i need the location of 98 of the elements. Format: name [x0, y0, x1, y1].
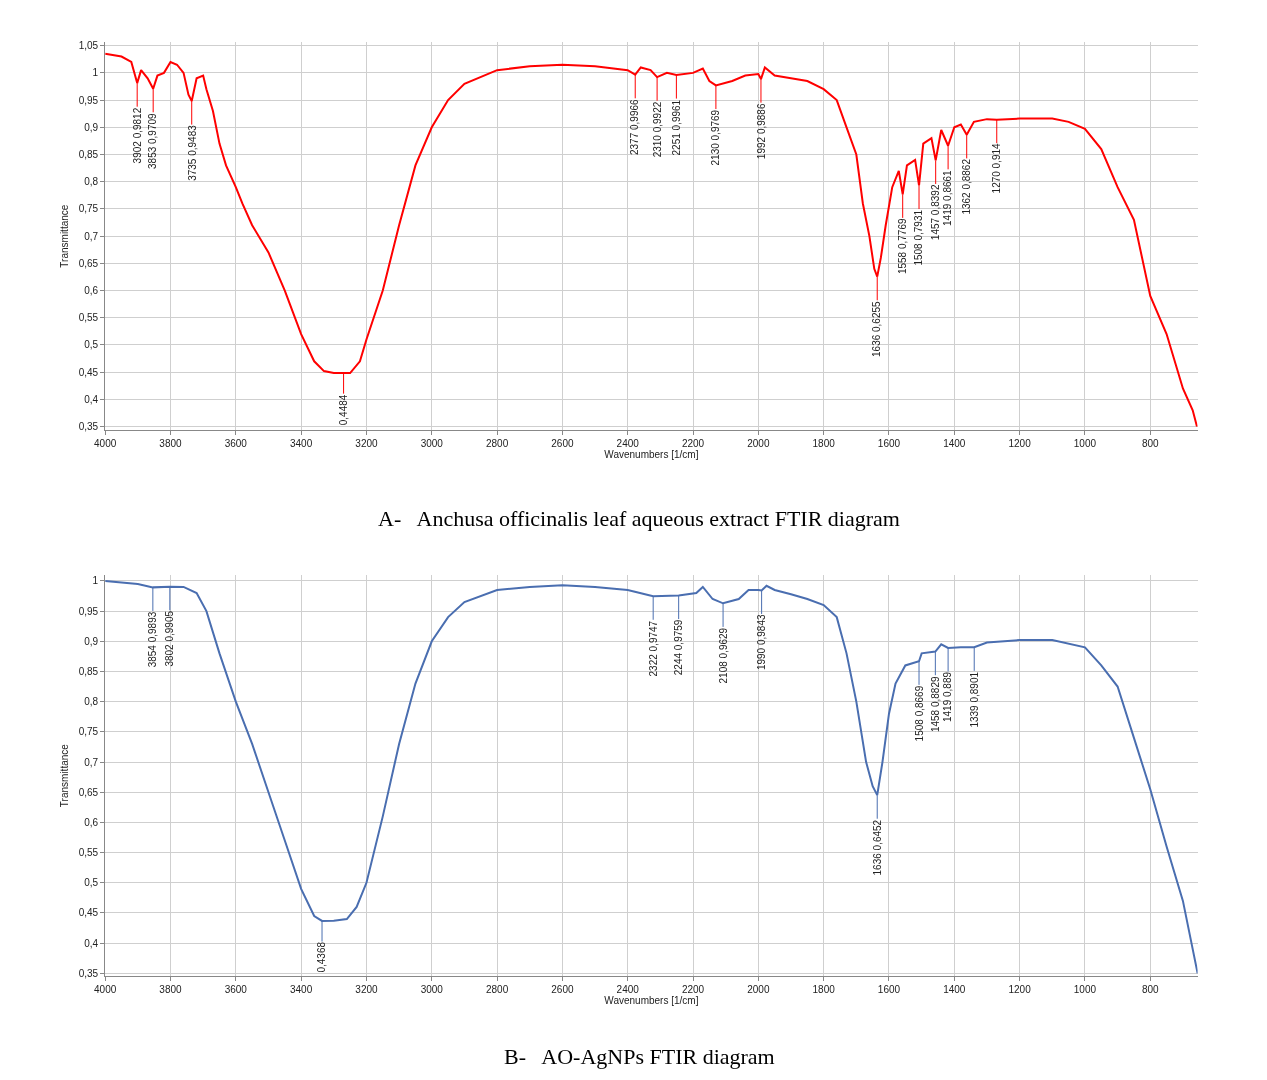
annotation: 1458 0,8829: [929, 676, 941, 733]
y-tick-label: 0,8: [84, 176, 99, 188]
x-tick-label: 2400: [616, 984, 640, 996]
annotation: 1270 0,914: [991, 142, 1003, 194]
x-tick-label: 1400: [943, 984, 966, 996]
x-tick-label: 2000: [747, 438, 770, 450]
y-tick-label: 0,6: [84, 816, 99, 828]
annotation: 1508 0,7931: [913, 209, 925, 266]
y-tick-label: 1: [92, 67, 99, 79]
annotation: 0,4484: [337, 394, 349, 426]
annotation: 1990 0,9843: [756, 614, 768, 671]
x-tick-label: 2400: [616, 438, 640, 450]
y-axis-title: Transmittance: [58, 743, 70, 808]
y-tick-label: 0,85: [78, 665, 99, 677]
annotation: 2244 0,9759: [673, 619, 685, 676]
x-tick-label: 1200: [1008, 984, 1032, 996]
y-tick-label: 0,55: [78, 312, 99, 324]
x-tick-label: 4000: [94, 438, 117, 450]
y-tick-label: 0,9: [84, 121, 99, 133]
y-tick-label: 1: [92, 575, 99, 587]
annotation: 1362 0,8862: [960, 158, 972, 215]
y-tick-label: 0,7: [84, 756, 99, 768]
x-tick-label: 2800: [485, 438, 509, 450]
annotation: 3853 0,9709: [147, 112, 159, 169]
x-tick-label: 1600: [877, 984, 901, 996]
y-tick-label: 0,95: [78, 94, 99, 106]
line-series: [105, 52, 1198, 428]
y-tick-label: 0,45: [78, 907, 99, 919]
annotation: 1508 0,8669: [913, 685, 925, 742]
x-tick-label: 3800: [159, 438, 183, 450]
y-tick-label: 0,75: [78, 203, 99, 215]
annotation: 2251 0,9961: [671, 99, 683, 156]
annotation: 1636 0,6255: [871, 300, 883, 357]
y-tick-label: 0,5: [84, 877, 99, 889]
x-tick-label: 3400: [290, 438, 313, 450]
y-tick-label: 1,05: [78, 40, 99, 52]
x-tick-label: 3000: [420, 984, 444, 996]
x-tick-label: 3400: [290, 984, 313, 996]
annotation: 1419 0,8661: [942, 169, 954, 226]
x-tick-label: 2600: [551, 984, 574, 996]
y-tick-label: 0,65: [78, 786, 99, 798]
x-tick-label: 1600: [877, 438, 901, 450]
x-tick-label: 2000: [747, 984, 770, 996]
x-tick-label: 2600: [551, 438, 574, 450]
y-tick-label: 0,7: [84, 230, 99, 242]
x-tick-label: 1800: [812, 984, 836, 996]
y-tick-label: 0,45: [78, 366, 99, 378]
x-axis-title: Wavenumbers [1/cm]: [604, 995, 699, 1007]
text: B- AO-AgNPs FTIR diagram: [504, 1044, 775, 1069]
y-tick-label: 0,55: [78, 847, 99, 859]
y-tick-label: 0,85: [78, 149, 99, 160]
annotation: 2310 0,9922: [651, 101, 663, 158]
annotation: 1339 0,8901: [968, 671, 980, 728]
x-tick-label: 800: [1141, 984, 1160, 996]
annotation: 0,4368: [316, 941, 328, 973]
y-tick-label: 0,65: [78, 257, 99, 269]
x-tick-label: 1200: [1008, 438, 1032, 450]
annotation: 1419 0,889: [942, 671, 954, 723]
annotation: 3854 0,9893: [147, 611, 159, 668]
x-tick-label: 3000: [420, 438, 444, 450]
annotation: 3802 0,9905: [164, 610, 176, 667]
x-axis-title: Wavenumbers [1/cm]: [604, 449, 699, 461]
x-tick-label: 800: [1141, 438, 1160, 450]
y-tick-label: 0,75: [78, 726, 99, 738]
annotation: 3735 0,9483: [186, 124, 198, 181]
x-tick-label: 3200: [355, 438, 378, 450]
annotation: 1558 0,7769: [897, 218, 909, 275]
y-tick-label: 0,4: [84, 393, 99, 405]
x-tick-label: 2800: [485, 984, 509, 996]
x-tick-label: 3200: [355, 984, 378, 996]
annotation: 1457 0,8392: [930, 184, 942, 241]
x-tick-label: 1000: [1073, 438, 1097, 450]
x-tick-label: 1000: [1073, 984, 1097, 996]
y-tick-label: 0,8: [84, 696, 99, 708]
annotation: 3902 0,9812: [131, 107, 143, 164]
x-tick-label: 2200: [681, 438, 705, 450]
y-tick-label: 0,35: [78, 967, 99, 979]
y-tick-label: 0,4: [84, 937, 99, 949]
y-tick-label: 0,5: [84, 339, 99, 351]
annotation: 2322 0,9747: [647, 620, 659, 677]
annotation: 2130 0,9769: [710, 109, 722, 166]
text: A- Anchusa officinalis leaf aqueous extract FTIR diagram: [378, 506, 900, 531]
y-tick-label: 0,9: [84, 635, 99, 647]
x-tick-label: 1800: [812, 438, 836, 450]
annotation: 2377 0,9966: [629, 99, 641, 156]
x-tick-label: 3600: [224, 984, 248, 996]
y-tick-label: 0,35: [78, 421, 99, 433]
annotation: 2108 0,9629: [717, 627, 729, 684]
x-tick-label: 3800: [159, 984, 183, 996]
annotation: 1636 0,6452: [871, 819, 883, 876]
x-tick-label: 3600: [224, 438, 248, 450]
y-tick-label: 0,95: [78, 605, 99, 617]
x-tick-label: 1400: [943, 438, 966, 450]
x-tick-label: 4000: [94, 984, 117, 996]
y-tick-label: 0,6: [84, 285, 99, 297]
annotation: 1992 0,9886: [755, 103, 767, 160]
y-axis-title: Transmittance: [58, 204, 70, 268]
x-tick-label: 2200: [681, 984, 705, 996]
